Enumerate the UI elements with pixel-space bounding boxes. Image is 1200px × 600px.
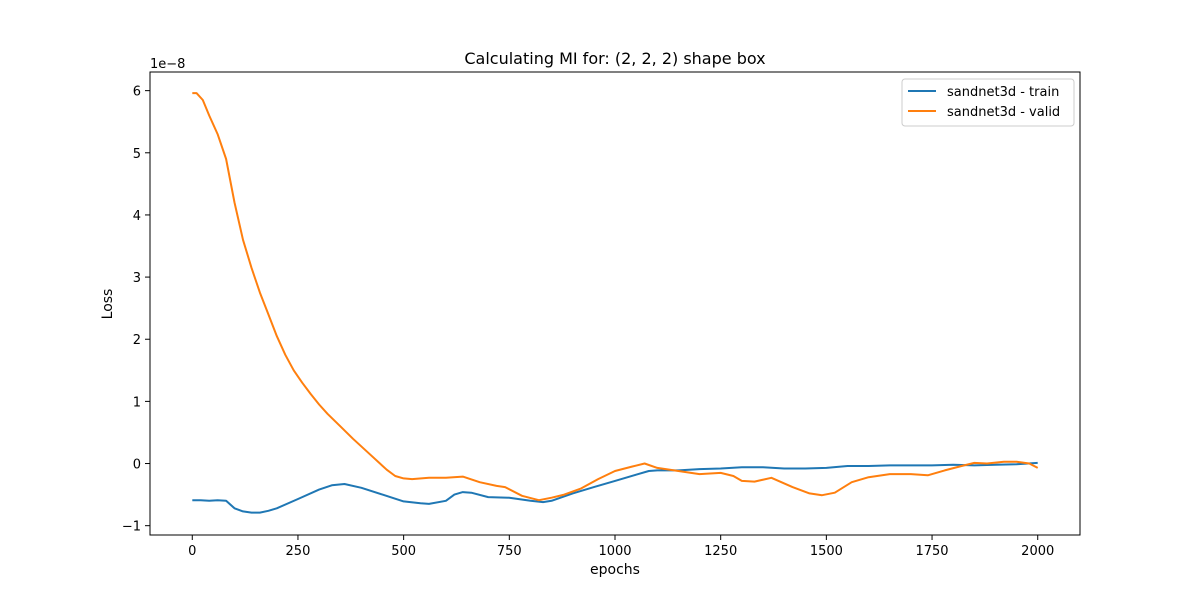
y-axis-ticks: −1 0 1 2 3 4 5 6 (122, 85, 150, 535)
legend-label-train: sandnet3d - train (947, 85, 1059, 100)
y-tick-label: 6 (133, 85, 141, 100)
y-tick-label: 0 (133, 458, 141, 473)
series-line-train (192, 461, 1038, 514)
x-tick-label: 1000 (598, 544, 631, 559)
x-axis-ticks: 0 250 500 750 1000 1250 1500 1750 2000 (188, 535, 1054, 559)
x-tick-label: 1750 (915, 544, 948, 559)
y-tick-label: 4 (133, 209, 141, 224)
y-tick-label: 3 (133, 271, 141, 286)
y-axis-label: Loss (100, 289, 116, 320)
x-tick-label: 1500 (810, 544, 843, 559)
x-tick-label: 500 (391, 544, 416, 559)
chart-title: Calculating MI for: (2, 2, 2) shape box (464, 49, 765, 68)
y-tick-label: 5 (133, 147, 141, 162)
y-tick-label: 1 (133, 395, 141, 410)
y-tick-label: 2 (133, 333, 141, 348)
x-tick-label: 750 (497, 544, 522, 559)
legend-label-valid: sandnet3d - valid (947, 105, 1060, 120)
x-tick-label: 2000 (1021, 544, 1054, 559)
x-axis-label: epochs (590, 562, 640, 578)
plot-frame (149, 71, 1081, 536)
series-lines (192, 92, 1039, 514)
legend-box (901, 78, 1075, 127)
legend: sandnet3d - train sandnet3d - valid (901, 78, 1075, 127)
x-tick-label: 1250 (704, 544, 737, 559)
y-tick-label: −1 (122, 520, 141, 535)
y-axis-offset-label: 1e−8 (150, 57, 185, 72)
x-tick-label: 0 (188, 544, 196, 559)
x-tick-label: 250 (286, 544, 311, 559)
series-line-valid (192, 92, 1039, 502)
